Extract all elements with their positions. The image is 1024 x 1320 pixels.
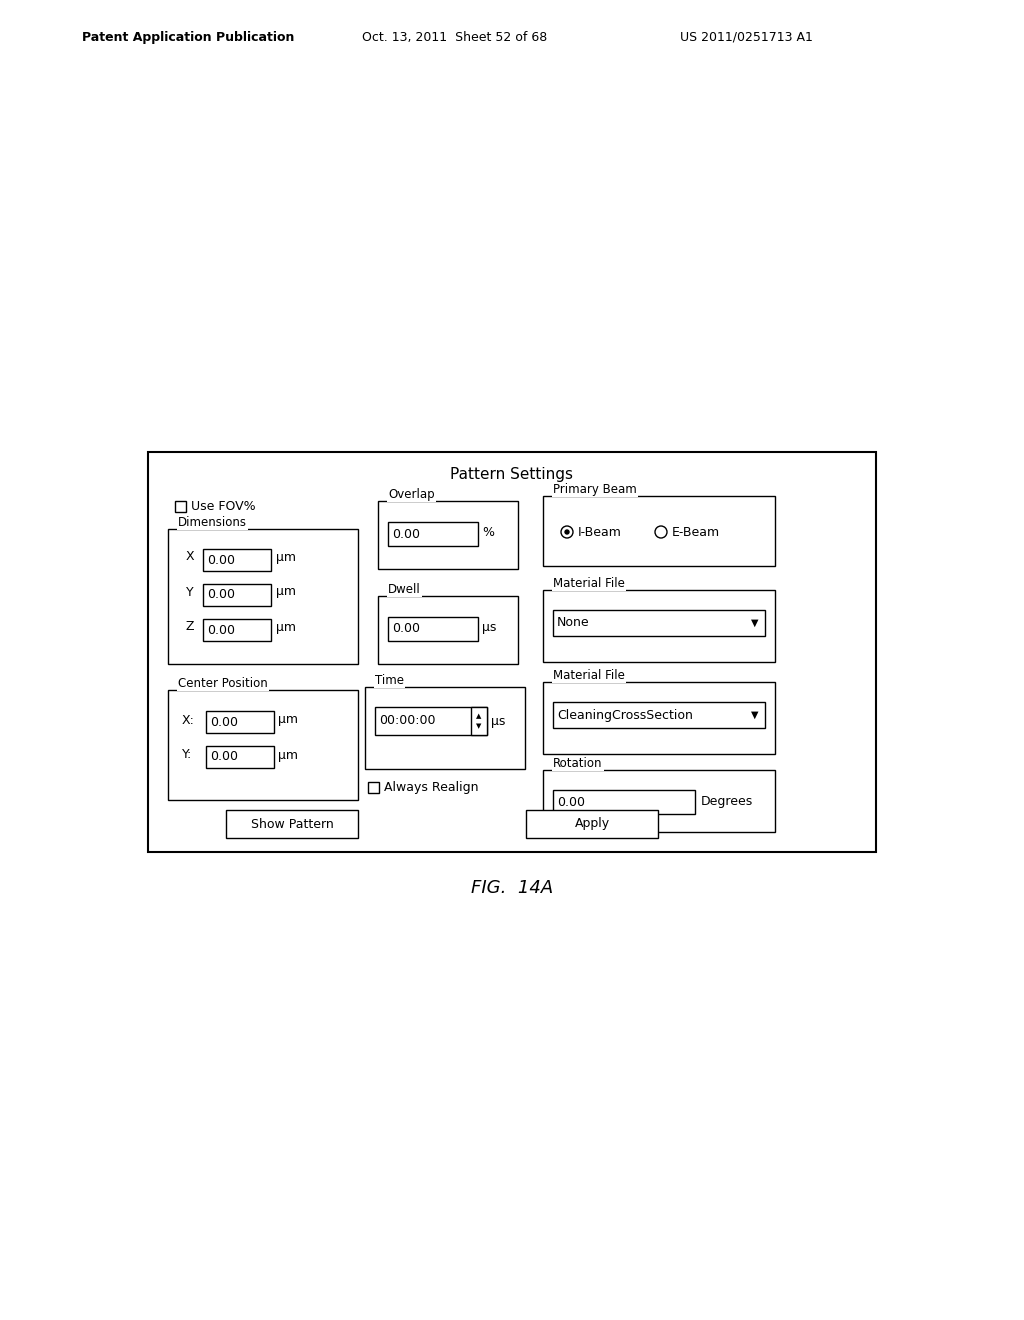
Text: X: X bbox=[186, 550, 195, 564]
Bar bbox=[543, 496, 775, 566]
Text: ▼: ▼ bbox=[751, 618, 759, 628]
Text: 0.00: 0.00 bbox=[207, 553, 234, 566]
Text: μs: μs bbox=[482, 622, 497, 635]
Text: Y: Y bbox=[186, 586, 194, 598]
Text: Patent Application Publication: Patent Application Publication bbox=[82, 30, 294, 44]
Text: Oct. 13, 2011  Sheet 52 of 68: Oct. 13, 2011 Sheet 52 of 68 bbox=[362, 30, 547, 44]
Text: μm: μm bbox=[276, 620, 296, 634]
Text: Pattern Settings: Pattern Settings bbox=[451, 466, 573, 482]
Bar bbox=[553, 789, 695, 814]
Bar bbox=[226, 810, 358, 838]
Bar bbox=[543, 590, 775, 663]
Text: μm: μm bbox=[276, 550, 296, 564]
Text: CleaningCrossSection: CleaningCrossSection bbox=[557, 709, 693, 722]
Circle shape bbox=[561, 525, 573, 539]
Bar bbox=[378, 502, 518, 569]
Text: Show Pattern: Show Pattern bbox=[251, 817, 334, 830]
Text: μm: μm bbox=[278, 748, 298, 762]
Text: 0.00: 0.00 bbox=[557, 796, 585, 808]
Bar bbox=[378, 597, 518, 664]
Text: μs: μs bbox=[490, 714, 506, 727]
Text: Apply: Apply bbox=[574, 817, 609, 830]
Text: Dimensions: Dimensions bbox=[178, 516, 247, 529]
Text: US 2011/0251713 A1: US 2011/0251713 A1 bbox=[680, 30, 813, 44]
Bar bbox=[388, 521, 478, 546]
Bar bbox=[553, 610, 765, 636]
Text: Material File: Material File bbox=[553, 577, 625, 590]
Bar bbox=[365, 686, 525, 770]
Text: Dwell: Dwell bbox=[388, 583, 421, 597]
Text: FIG.  14A: FIG. 14A bbox=[471, 879, 553, 898]
Text: 0.00: 0.00 bbox=[392, 623, 420, 635]
Text: I-Beam: I-Beam bbox=[578, 525, 622, 539]
Text: Time: Time bbox=[375, 675, 404, 686]
Bar bbox=[206, 711, 274, 733]
Text: 0.00: 0.00 bbox=[207, 623, 234, 636]
Text: Overlap: Overlap bbox=[388, 488, 434, 502]
Circle shape bbox=[655, 525, 667, 539]
Bar bbox=[175, 502, 186, 512]
Text: μm: μm bbox=[276, 586, 296, 598]
Text: 0.00: 0.00 bbox=[210, 751, 238, 763]
Text: %: % bbox=[482, 527, 494, 540]
Text: Material File: Material File bbox=[553, 669, 625, 682]
Text: Center Position: Center Position bbox=[178, 677, 267, 690]
Circle shape bbox=[564, 529, 569, 535]
Text: ▼: ▼ bbox=[751, 710, 759, 719]
Text: X:: X: bbox=[182, 714, 195, 726]
Text: 0.00: 0.00 bbox=[392, 528, 420, 540]
Text: 0.00: 0.00 bbox=[210, 715, 238, 729]
Text: Primary Beam: Primary Beam bbox=[553, 483, 637, 496]
Text: Use FOV%: Use FOV% bbox=[191, 500, 256, 513]
Bar bbox=[471, 708, 487, 735]
Bar bbox=[203, 549, 271, 572]
Text: ▲: ▲ bbox=[476, 713, 481, 719]
Text: E-Beam: E-Beam bbox=[672, 525, 720, 539]
Text: ▼: ▼ bbox=[476, 723, 481, 729]
Bar bbox=[203, 583, 271, 606]
Bar bbox=[168, 690, 358, 800]
Bar bbox=[543, 770, 775, 832]
Text: Degrees: Degrees bbox=[701, 795, 754, 808]
Text: Rotation: Rotation bbox=[553, 756, 602, 770]
Bar bbox=[203, 619, 271, 642]
Bar bbox=[168, 529, 358, 664]
Bar bbox=[526, 810, 658, 838]
Bar bbox=[553, 702, 765, 729]
Bar bbox=[206, 746, 274, 768]
Text: None: None bbox=[557, 616, 590, 630]
Bar bbox=[388, 616, 478, 642]
Text: Always Realign: Always Realign bbox=[384, 780, 478, 793]
Text: 00:00:00: 00:00:00 bbox=[379, 714, 435, 727]
Text: Y:: Y: bbox=[182, 748, 193, 762]
Text: μm: μm bbox=[278, 714, 298, 726]
Text: 0.00: 0.00 bbox=[207, 589, 234, 602]
Bar bbox=[148, 451, 876, 851]
Text: Z: Z bbox=[186, 620, 195, 634]
Bar bbox=[543, 682, 775, 754]
Bar bbox=[368, 781, 379, 793]
Bar bbox=[375, 708, 487, 735]
